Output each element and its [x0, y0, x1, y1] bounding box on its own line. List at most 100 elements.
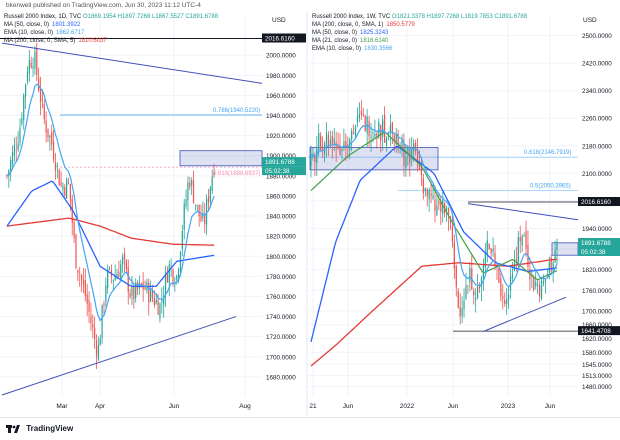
daily-currency: USD [272, 17, 286, 24]
candle-body [34, 51, 36, 69]
y-tick-label: 2000.0000 [266, 53, 296, 60]
y-tick-label: 1513.0000 [582, 373, 612, 380]
x-tick-label: Aug [239, 403, 251, 410]
candle-body [28, 60, 30, 74]
candle-body [69, 183, 71, 202]
x-tick-label: Jun [545, 403, 556, 410]
candle-body [358, 114, 361, 118]
candle-body [523, 235, 525, 236]
candle-body [368, 120, 370, 137]
candle-body [99, 338, 101, 346]
candle-body [506, 299, 508, 304]
daily-ma50-value: 1801.3922 [52, 22, 81, 28]
candle-body [320, 135, 322, 152]
candle-body [19, 127, 21, 144]
candle-body [445, 208, 448, 210]
daily-legend: Russell 2000 Index, 1D, TVC O1869.1954 H… [4, 13, 218, 45]
weekly-ma50-label: MA (50, close, 0) [312, 30, 358, 36]
daily-chart-svg[interactable]: 2000.0000 1980.0000 1960.0000 1940.0000 1920… [0, 11, 306, 415]
candle-body [178, 269, 180, 279]
candle-body [52, 141, 55, 160]
candle-body [166, 274, 169, 283]
weekly-price-tag: 1891.6788 [578, 237, 620, 247]
candle-body [416, 149, 419, 160]
candle-body [360, 110, 362, 115]
y-tick-label: 1780.0000 [266, 274, 296, 281]
candle-body [157, 299, 159, 316]
candle-body [94, 328, 96, 340]
candle-body [127, 267, 129, 292]
candle-body [486, 240, 488, 254]
daily-price-tag-text: 1891.6788 [265, 159, 295, 166]
candle-body [185, 199, 187, 206]
daily-ema10-value: 1862.6717 [56, 30, 85, 36]
candle-body [41, 99, 43, 100]
candle-body [151, 290, 154, 298]
candle-body [467, 285, 469, 286]
x-tick-label: 21 [309, 403, 317, 410]
candle-body [92, 324, 94, 328]
daily-price-tag: 1891.6788 [262, 157, 306, 167]
weekly-timer-tag-bg [578, 246, 620, 256]
y-tick-label: 1760.0000 [582, 288, 612, 295]
candle-body [473, 290, 475, 296]
weekly-lower-trendline [482, 296, 567, 333]
x-tick-label: Jun [169, 403, 180, 410]
candle-body [457, 291, 459, 308]
candle-body [67, 183, 70, 184]
y-tick-label: 1760.0000 [266, 294, 296, 301]
x-tick-label: Mar [56, 403, 68, 410]
weekly-ma21-value: 1816.6140 [360, 38, 389, 44]
candle-body [478, 285, 481, 289]
candle-body [107, 269, 109, 289]
candle-body [465, 285, 467, 299]
candle-body [533, 277, 535, 290]
weekly-timer-tag-text: 05:02:38 [581, 249, 606, 256]
candle-body [73, 221, 75, 239]
candle-body [51, 132, 53, 145]
candle-body [418, 160, 421, 171]
y-tick-label: 1800.0000 [266, 254, 296, 261]
candle-body [453, 242, 455, 269]
y-tick-label: 1660.0000 [582, 322, 612, 329]
candle-body [372, 132, 374, 133]
weekly-chart-svg[interactable]: 2500.0000 2420.0000 2340.0000 2260.0000 2180… [308, 11, 620, 415]
candle-body [538, 285, 541, 297]
daily-ma200-value: 1810.6037 [78, 38, 107, 44]
candle-body [66, 179, 68, 199]
candle-body [430, 193, 432, 196]
y-tick-label: 1900.0000 [266, 153, 296, 160]
candle-body [509, 276, 512, 291]
candle-body [498, 267, 500, 283]
candle-body [393, 135, 395, 141]
candle-body [484, 251, 486, 268]
candle-body [511, 273, 514, 279]
candle-body [38, 77, 40, 91]
daily-chart-panel[interactable]: Russell 2000 Index, 1D, TVC O1869.1954 H… [0, 11, 306, 415]
candle-body [405, 156, 407, 169]
candle-body [112, 280, 114, 281]
candle-body [535, 282, 537, 286]
candle-body [80, 275, 83, 281]
candle-body [383, 114, 386, 143]
candle-body [209, 187, 211, 202]
weekly-chart-panel[interactable]: Russell 2000 Index, 1W, TVC O1821.3378 H… [308, 11, 620, 415]
candle-body [90, 315, 92, 324]
candle-body [153, 297, 155, 306]
candle-body [414, 143, 417, 151]
candle-body [395, 134, 397, 145]
weekly-low-tag-text: 1641.4708 [581, 328, 611, 335]
y-tick-label: 2180.0000 [582, 143, 612, 150]
daily-ma50-label: MA (50, close, 0) [4, 22, 50, 28]
candle-body [502, 296, 504, 299]
daily-timer-tag: 05:02:38 [262, 166, 306, 176]
candle-body [58, 169, 60, 186]
candle-body [331, 136, 333, 145]
candle-body [552, 262, 554, 273]
weekly-ohlc: O1821.3378 H1897.7268 L1819.7853 C1891.6… [391, 14, 528, 20]
candle-body [39, 88, 42, 103]
daily-ma50-line [6, 180, 215, 288]
candle-body [519, 237, 521, 242]
candle-body [86, 294, 88, 304]
candle-body [95, 340, 98, 356]
